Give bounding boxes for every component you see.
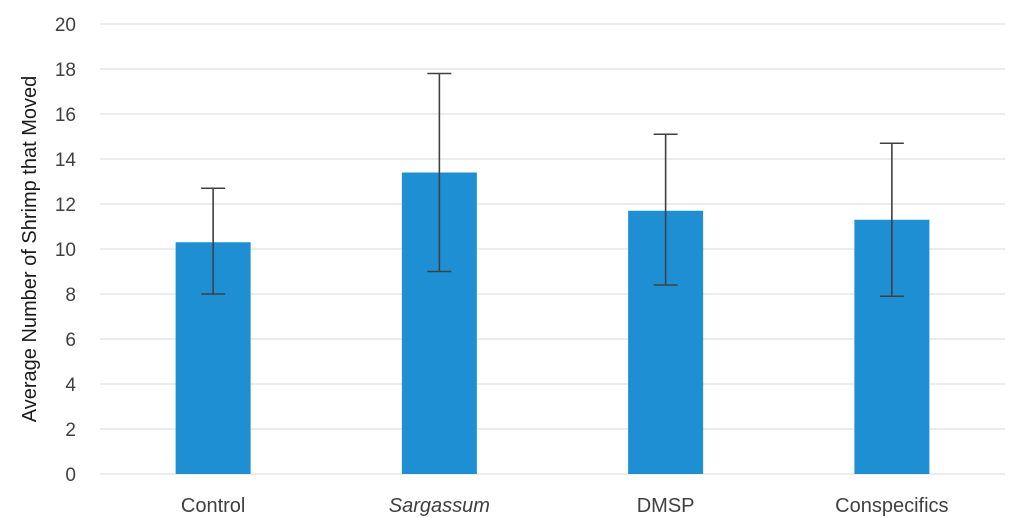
y-tick-label: 14 — [55, 150, 77, 171]
y-tick-label: 8 — [65, 285, 76, 306]
x-category-label: Control — [181, 495, 245, 517]
y-tick-label: 2 — [65, 420, 76, 441]
bars — [175, 172, 930, 474]
y-tick-label: 16 — [55, 105, 76, 126]
y-axis-ticks: 0 2 4 6 8 10 12 14 16 18 20 — [55, 15, 77, 486]
gridlines — [100, 23, 1005, 475]
x-category-label: Conspecifics — [835, 495, 948, 517]
y-axis-label: Average Number of Shrimp that Moved — [19, 76, 41, 422]
y-tick-label: 6 — [65, 330, 76, 351]
y-tick-label: 4 — [65, 375, 76, 396]
y-tick-label: 12 — [55, 195, 76, 216]
x-axis-categories: Control Sargassum DMSP Conspecifics — [181, 495, 949, 517]
x-category-label: Sargassum — [389, 495, 490, 517]
y-tick-label: 0 — [65, 465, 76, 486]
y-tick-label: 18 — [55, 60, 76, 81]
y-tick-label: 10 — [55, 240, 76, 261]
y-tick-label: 20 — [55, 15, 76, 36]
error-bars — [201, 72, 904, 298]
x-category-label: DMSP — [637, 495, 695, 517]
